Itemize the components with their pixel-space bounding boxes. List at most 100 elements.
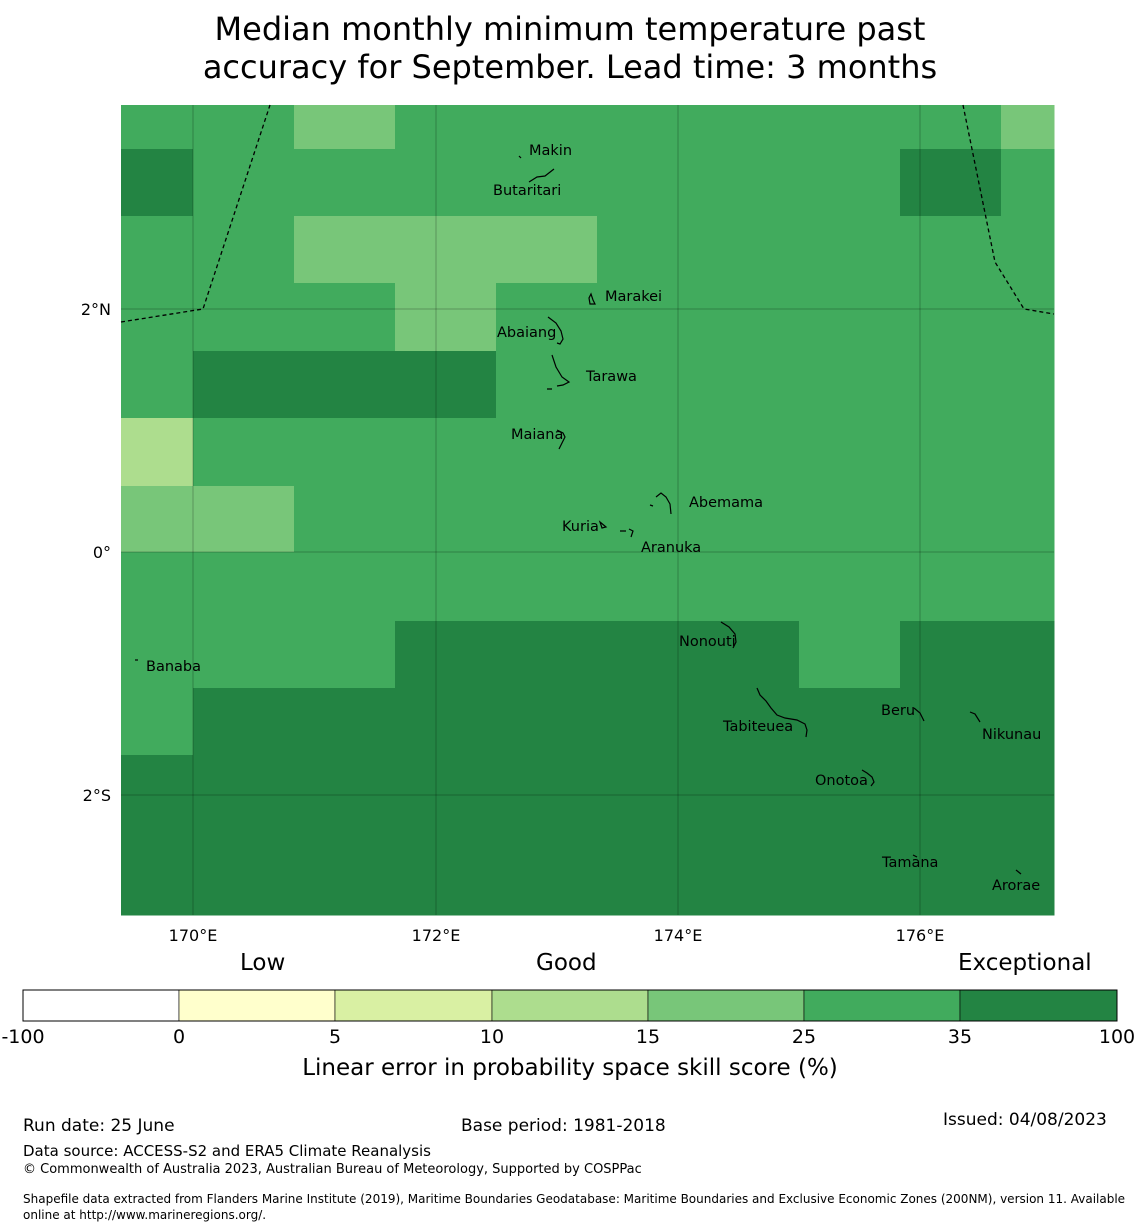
- data-source: Data source: ACCESS-S2 and ERA5 Climate …: [23, 1142, 431, 1160]
- grid-cell: [698, 418, 800, 487]
- grid-cell: [294, 283, 396, 352]
- issued-date: Issued: 04/08/2023: [943, 1110, 1107, 1130]
- grid-cell: [294, 822, 396, 916]
- colorbar-segment: [22, 989, 180, 1022]
- grid-cell: [395, 216, 497, 284]
- grid-cell: [395, 755, 497, 823]
- grid-cell: [121, 822, 194, 916]
- colorbar-tick-label: 25: [792, 1026, 816, 1048]
- grid-cell: [395, 105, 497, 150]
- abaiang-outline: [547, 316, 564, 345]
- grid-cell: [1001, 418, 1055, 487]
- grid-cell: [395, 688, 497, 756]
- grid-cell: [597, 418, 699, 487]
- colorbar-tick-label: 35: [948, 1026, 972, 1048]
- grid-cell: [496, 822, 598, 916]
- grid-cell: [1001, 552, 1055, 622]
- nikunau-outline: [969, 711, 981, 723]
- tabiteuea-outline: [756, 687, 808, 738]
- grid-cell: [395, 351, 497, 419]
- grid-cell: [799, 822, 901, 916]
- grid-cell: [799, 486, 901, 553]
- grid-cell: [121, 418, 194, 487]
- island-label: Makin: [529, 143, 572, 159]
- marakei-outline: [588, 292, 596, 305]
- grid-cell: [121, 149, 194, 217]
- grid-cell: [698, 351, 800, 419]
- island-labels: Makin Butaritari Marakei Abaiang Tarawa Maian…: [146, 143, 1041, 894]
- grid-cell: [496, 688, 598, 756]
- grid-cell: [698, 283, 800, 352]
- grid-cell: [597, 486, 699, 553]
- grid-cell: [294, 688, 396, 756]
- butaritari-outline: [528, 168, 555, 183]
- grid-cell: [900, 418, 1002, 487]
- colorbar-tick-label: -100: [1, 1026, 44, 1048]
- grid-cell: [294, 486, 396, 553]
- island-label: Nonouti: [679, 634, 736, 650]
- beru-outline: [913, 707, 925, 722]
- grid-cell: [1001, 216, 1055, 284]
- legend-category-exceptional: Exceptional: [958, 950, 1092, 976]
- title-line-2: accuracy for September. Lead time: 3 mon…: [202, 48, 938, 86]
- shapefile-credit-line-2: online at http://www.marineregions.org/.: [23, 1208, 267, 1222]
- grid-cell: [900, 351, 1002, 419]
- colorbar-segment: [334, 989, 493, 1022]
- island-label: Abaiang: [497, 325, 556, 341]
- grid-cell: [698, 216, 800, 284]
- onotoa-outline: [861, 769, 875, 787]
- grid-cell: [900, 149, 1002, 217]
- grid-cell: [799, 283, 901, 352]
- base-period: Base period: 1981-2018: [461, 1116, 666, 1136]
- grid-cell: [799, 418, 901, 487]
- grid-cell: [496, 149, 598, 217]
- makin-outline: [518, 155, 522, 159]
- grid-cell: [900, 822, 1002, 916]
- grid-cell: [698, 822, 800, 916]
- grid-cell: [1001, 351, 1055, 419]
- grid-cell: [496, 755, 598, 823]
- island-label: Onotoa: [815, 773, 868, 789]
- colorbar-frame: [22, 989, 1118, 1022]
- eez-boundaries: [120, 104, 1055, 323]
- arorae-outline: [1015, 869, 1022, 875]
- grid-cell: [294, 621, 396, 689]
- title-line-1: Median monthly minimum temperature past: [214, 10, 926, 48]
- grid-cell: [799, 755, 901, 823]
- grid-cell: [395, 822, 497, 916]
- grid-cell: [496, 418, 598, 487]
- grid-cell: [193, 105, 295, 150]
- abemama-outline: [649, 492, 672, 515]
- grid-cell: [121, 351, 194, 419]
- colorbar-segment: [491, 989, 649, 1022]
- colorbar-tick-label: 15: [636, 1026, 660, 1048]
- colorbar-tick-label: 5: [329, 1026, 341, 1048]
- grid-cell: [1001, 283, 1055, 352]
- grid-cell: [597, 552, 699, 622]
- grid-cell: [698, 552, 800, 622]
- grid-cell: [1001, 688, 1055, 756]
- grid-cell: [900, 552, 1002, 622]
- grid-cell: [1001, 822, 1055, 916]
- grid-cell: [597, 755, 699, 823]
- graticule: [121, 105, 1054, 915]
- lat-tick-label: 0°: [93, 543, 111, 562]
- grid-cell: [294, 105, 396, 150]
- copyright: © Commonwealth of Australia 2023, Austra…: [23, 1162, 642, 1177]
- island-label: Tabiteuea: [722, 719, 793, 735]
- grid-cell: [799, 688, 901, 756]
- skill-grid: [121, 105, 1055, 916]
- grid-cell: [900, 621, 1002, 689]
- island-label: Butaritari: [493, 183, 561, 199]
- grid-cell: [799, 351, 901, 419]
- shapefile-credit: Shapefile data extracted from Flanders M…: [23, 1191, 1125, 1223]
- grid-cell: [698, 486, 800, 553]
- grid-cell: [698, 688, 800, 756]
- grid-cell: [395, 486, 497, 553]
- kuria-outline: [598, 520, 608, 529]
- grid-cell: [395, 418, 497, 487]
- grid-cell: [799, 552, 901, 622]
- lat-tick-label: 2°N: [81, 300, 111, 319]
- grid-cell: [121, 755, 194, 823]
- grid-cell: [799, 216, 901, 284]
